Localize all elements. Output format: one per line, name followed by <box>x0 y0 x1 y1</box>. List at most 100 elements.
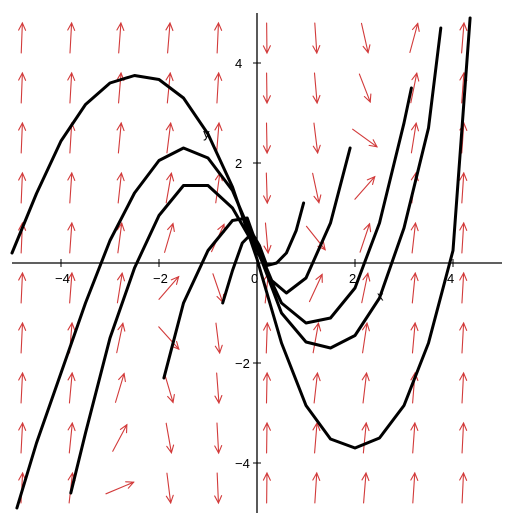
x-tick-label: −2 <box>153 271 168 286</box>
direction-arrow <box>116 221 125 254</box>
direction-arrow <box>410 72 420 104</box>
x-tick-label: 4 <box>447 271 454 286</box>
y-tick-label: −4 <box>235 456 250 471</box>
direction-arrow <box>410 471 419 504</box>
direction-arrow <box>214 21 223 54</box>
direction-arrow <box>312 371 321 404</box>
direction-arrow <box>361 421 370 454</box>
direction-arrow <box>312 471 321 504</box>
direction-arrow <box>158 275 180 300</box>
direction-arrow <box>308 273 323 303</box>
direction-arrow <box>263 222 272 255</box>
direction-arrow <box>163 373 175 404</box>
direction-arrow <box>214 322 223 355</box>
solution-curves <box>10 16 472 510</box>
direction-arrow <box>114 372 126 403</box>
direction-arrow <box>459 371 468 404</box>
direction-arrow <box>459 421 468 454</box>
direction-arrow <box>67 21 76 54</box>
direction-arrow <box>18 321 27 354</box>
direction-arrow <box>214 472 223 505</box>
direction-arrow <box>214 71 223 104</box>
direction-arrow <box>67 221 76 254</box>
direction-arrow <box>361 272 371 304</box>
direction-arrow <box>459 321 468 354</box>
direction-arrow <box>18 421 27 454</box>
direction-arrow <box>18 371 27 404</box>
direction-arrow <box>354 175 376 200</box>
direction-arrow <box>263 321 272 354</box>
direction-arrow <box>410 421 419 454</box>
direction-arrow <box>312 72 321 105</box>
direction-arrow <box>410 121 420 154</box>
direction-arrow <box>116 121 125 154</box>
direction-arrow <box>165 121 174 154</box>
direction-arrow <box>18 121 27 154</box>
direction-arrow <box>263 172 272 205</box>
direction-arrow <box>312 22 321 55</box>
direction-arrow <box>18 71 27 104</box>
direction-arrow <box>214 372 223 405</box>
direction-arrow <box>361 371 370 404</box>
direction-arrow <box>164 222 175 253</box>
direction-arrow <box>112 423 128 452</box>
direction-arrow <box>262 122 271 155</box>
direction-arrow <box>67 71 76 104</box>
x-tick-label: 0 <box>251 271 258 286</box>
x-tick-label: −4 <box>55 271 70 286</box>
direction-arrow <box>358 73 372 104</box>
direction-arrow <box>214 121 223 154</box>
solution-curve-3 <box>69 86 413 495</box>
direction-arrow <box>361 321 370 354</box>
direction-arrow <box>67 271 76 304</box>
direction-arrow <box>116 322 126 354</box>
direction-field-arrows <box>18 21 468 505</box>
direction-arrow <box>262 72 271 105</box>
direction-arrow <box>105 481 135 495</box>
direction-arrow <box>459 471 468 504</box>
direction-arrow <box>116 271 126 304</box>
direction-arrow <box>165 422 175 455</box>
x-tick-label: 2 <box>349 271 356 286</box>
direction-arrow <box>459 21 468 54</box>
direction-arrow <box>116 171 125 204</box>
direction-arrow <box>262 471 271 504</box>
direction-arrow <box>214 422 223 455</box>
direction-arrow <box>165 171 175 204</box>
direction-arrow <box>459 271 468 304</box>
direction-arrow <box>165 472 174 505</box>
direction-arrow <box>262 22 271 55</box>
direction-arrow <box>18 171 27 204</box>
direction-arrow <box>410 271 419 304</box>
direction-arrow <box>212 273 225 304</box>
direction-arrow <box>262 421 271 454</box>
direction-arrow <box>459 171 468 204</box>
solution-curve-5 <box>221 201 306 305</box>
direction-arrow <box>312 421 321 454</box>
direction-arrow <box>312 122 321 155</box>
direction-arrow <box>409 22 420 54</box>
direction-arrow <box>360 22 371 54</box>
direction-arrow <box>67 371 76 404</box>
direction-arrow <box>410 321 419 354</box>
direction-arrow <box>312 321 322 354</box>
direction-arrow <box>67 421 76 454</box>
direction-arrow <box>18 271 27 304</box>
direction-arrow <box>18 21 27 54</box>
y-tick-label: 2 <box>235 156 242 171</box>
direction-arrow <box>352 128 379 148</box>
direction-arrow <box>116 21 125 54</box>
direction-arrow <box>262 371 271 404</box>
y-tick-label: −2 <box>235 356 250 371</box>
direction-arrow <box>361 471 370 504</box>
direction-arrow <box>158 326 180 351</box>
direction-arrow <box>67 171 76 204</box>
solution-curve-2 <box>15 26 443 510</box>
y-tick-label: 4 <box>235 56 242 71</box>
solution-curve-4 <box>162 146 352 380</box>
axis-ticks: −4 −2 0 2 4 −4 −2 2 4 <box>55 56 454 471</box>
direction-arrow <box>459 221 468 254</box>
direction-arrow <box>410 221 419 254</box>
direction-arrow <box>165 21 174 54</box>
